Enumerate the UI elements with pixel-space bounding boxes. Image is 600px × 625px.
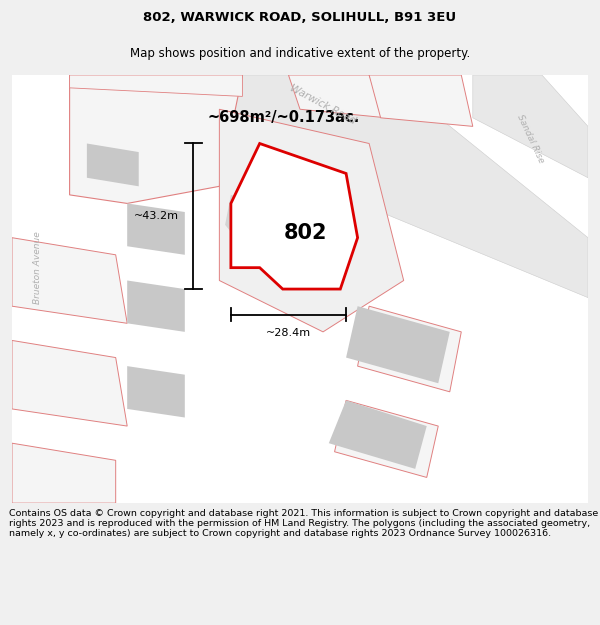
Text: 802: 802 [284,223,328,243]
Text: ~43.2m: ~43.2m [134,211,179,221]
Polygon shape [173,75,588,298]
Text: ~28.4m: ~28.4m [266,328,311,338]
Polygon shape [335,401,438,478]
Polygon shape [346,306,450,383]
Polygon shape [12,341,127,426]
Polygon shape [225,195,323,272]
Polygon shape [12,238,127,323]
Text: Brueton Avenue: Brueton Avenue [34,231,43,304]
Polygon shape [231,144,358,289]
Polygon shape [358,306,461,392]
Polygon shape [127,366,185,418]
Polygon shape [87,144,139,186]
Polygon shape [12,75,588,503]
Polygon shape [127,203,185,255]
Text: Sandal Rise: Sandal Rise [515,114,545,165]
Polygon shape [329,401,427,469]
Text: ~698m²/~0.173ac.: ~698m²/~0.173ac. [208,110,360,125]
Polygon shape [70,75,242,203]
Polygon shape [473,75,588,178]
Text: Warwick Road: Warwick Road [289,83,358,127]
Text: Map shows position and indicative extent of the property.: Map shows position and indicative extent… [130,48,470,61]
Polygon shape [220,109,404,332]
Polygon shape [369,75,473,126]
Text: Contains OS data © Crown copyright and database right 2021. This information is : Contains OS data © Crown copyright and d… [9,509,598,538]
Polygon shape [70,75,242,96]
Polygon shape [12,443,116,503]
Polygon shape [127,281,185,332]
Polygon shape [289,75,386,118]
Text: 802, WARWICK ROAD, SOLIHULL, B91 3EU: 802, WARWICK ROAD, SOLIHULL, B91 3EU [143,11,457,24]
